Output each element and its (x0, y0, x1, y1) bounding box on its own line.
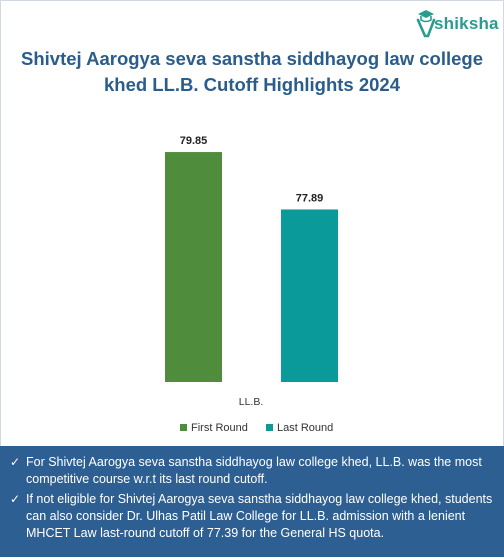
check-icon: ✓ (10, 492, 21, 506)
x-tick-label: LL.B. (239, 396, 264, 408)
brand-logo-text: shiksha (434, 14, 499, 33)
note-item: ✓ For Shivtej Aarogya seva sanstha siddh… (8, 454, 496, 488)
legend-entry: First Round (191, 422, 248, 434)
data-label: 79.85 (180, 135, 208, 147)
note-text: If not eligible for Shivtej Aarogya seva… (26, 492, 493, 540)
note-item: ✓ If not eligible for Shivtej Aarogya se… (8, 491, 496, 542)
legend-swatch (266, 424, 273, 431)
notes-panel: ✓ For Shivtej Aarogya seva sanstha siddh… (0, 446, 504, 557)
data-label: 77.89 (296, 192, 324, 204)
chart-title: Shivtej Aarogya seva sanstha siddhayog l… (21, 48, 483, 95)
check-icon: ✓ (10, 455, 21, 469)
graduation-cap-icon (416, 10, 436, 38)
bar-chart: 79.85 77.89 LL.B. First Round Last Round (165, 135, 338, 434)
bar-last-round (281, 209, 338, 382)
note-text: For Shivtej Aarogya seva sanstha siddhay… (26, 455, 482, 486)
legend-entry: Last Round (277, 422, 333, 434)
bar-first-round (165, 152, 222, 382)
legend-swatch (180, 424, 187, 431)
